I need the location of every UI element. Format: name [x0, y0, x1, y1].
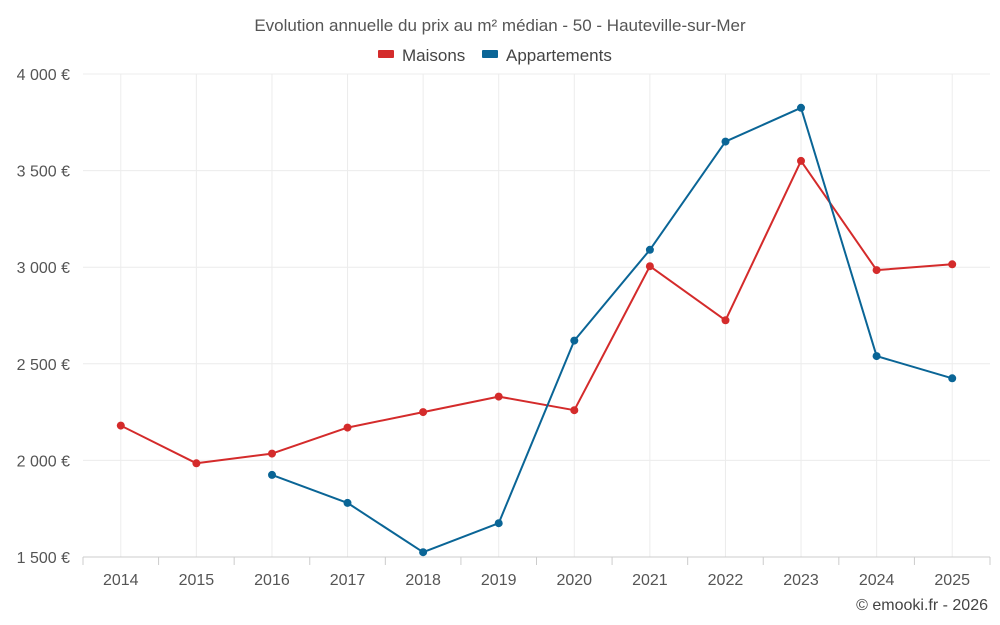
data-point-maisons-2024[interactable] — [872, 266, 881, 275]
data-point-maisons-2017[interactable] — [343, 423, 352, 432]
data-point-maisons-2016[interactable] — [268, 449, 276, 458]
grid — [83, 73, 990, 557]
legend: Maisons Appartements — [378, 46, 612, 65]
data-point-maisons-2022[interactable] — [721, 316, 730, 325]
x-tick-label-2023: 2023 — [783, 572, 819, 589]
legend-label-appartements: Appartements — [506, 46, 612, 65]
x-tick-label-2024: 2024 — [859, 572, 895, 589]
y-tick-label: 4 000 € — [17, 67, 70, 84]
x-tick-label-2020: 2020 — [556, 572, 592, 589]
x-tick-label-2021: 2021 — [632, 572, 668, 589]
data-point-maisons-2015[interactable] — [192, 459, 201, 468]
data-point-appartements-2024[interactable] — [872, 352, 881, 361]
x-tick-label-2014: 2014 — [103, 572, 139, 589]
data-point-maisons-2021[interactable] — [645, 262, 654, 271]
x-tick-label-2022: 2022 — [708, 572, 744, 589]
data-point-maisons-2018[interactable] — [419, 408, 428, 417]
series-maisons — [116, 156, 957, 468]
data-point-appartements-2019[interactable] — [494, 519, 503, 528]
x-tick-label-2025: 2025 — [934, 572, 970, 589]
x-tick-label-2018: 2018 — [405, 572, 441, 589]
data-point-appartements-2021[interactable] — [645, 245, 654, 254]
x-axis: 2014 2015 2016 2017 2018 2019 2020 2021 2022 2023… — [82, 556, 991, 589]
x-tick-label-2019: 2019 — [481, 572, 517, 589]
legend-swatch-maisons — [378, 50, 394, 58]
data-point-appartements-2023[interactable] — [797, 103, 805, 112]
y-tick-label: 3 500 € — [17, 164, 70, 181]
data-point-appartements-2017[interactable] — [343, 498, 352, 507]
data-point-appartements-2025[interactable] — [948, 374, 957, 383]
x-tick-label-2016: 2016 — [254, 572, 290, 589]
y-tick-label: 1 500 € — [17, 550, 70, 567]
data-point-appartements-2022[interactable] — [721, 137, 730, 146]
legend-label-maisons: Maisons — [402, 46, 465, 65]
legend-item-maisons[interactable]: Maisons — [378, 46, 465, 65]
data-point-appartements-2020[interactable] — [570, 336, 579, 345]
y-tick-label: 2 000 € — [17, 453, 70, 470]
x-tick-label-2015: 2015 — [179, 572, 215, 589]
data-point-maisons-2025[interactable] — [948, 260, 957, 269]
credit-text: © emooki.fr - 2026 — [856, 597, 988, 614]
y-tick-label: 3 000 € — [17, 260, 70, 277]
chart-title: Evolution annuelle du prix au m² médian … — [254, 16, 746, 35]
data-point-appartements-2016[interactable] — [268, 470, 276, 479]
y-tick-label: 2 500 € — [17, 357, 70, 374]
data-point-maisons-2019[interactable] — [494, 392, 503, 401]
series-line-maisons — [120, 159, 953, 465]
series-appartements — [268, 103, 957, 557]
data-point-maisons-2014[interactable] — [116, 421, 125, 430]
series-line-appartements — [271, 106, 953, 554]
series-layer — [116, 103, 957, 557]
data-point-maisons-2023[interactable] — [797, 156, 805, 165]
legend-swatch-appartements — [482, 50, 498, 58]
y-axis: 1 500 € 2 000 € 2 500 € 3 000 € 3 500 € 4 000… — [17, 67, 70, 567]
data-point-maisons-2020[interactable] — [570, 406, 579, 415]
legend-item-appartements[interactable]: Appartements — [482, 46, 612, 65]
data-point-appartements-2018[interactable] — [419, 548, 428, 557]
x-tick-label-2017: 2017 — [330, 572, 366, 589]
